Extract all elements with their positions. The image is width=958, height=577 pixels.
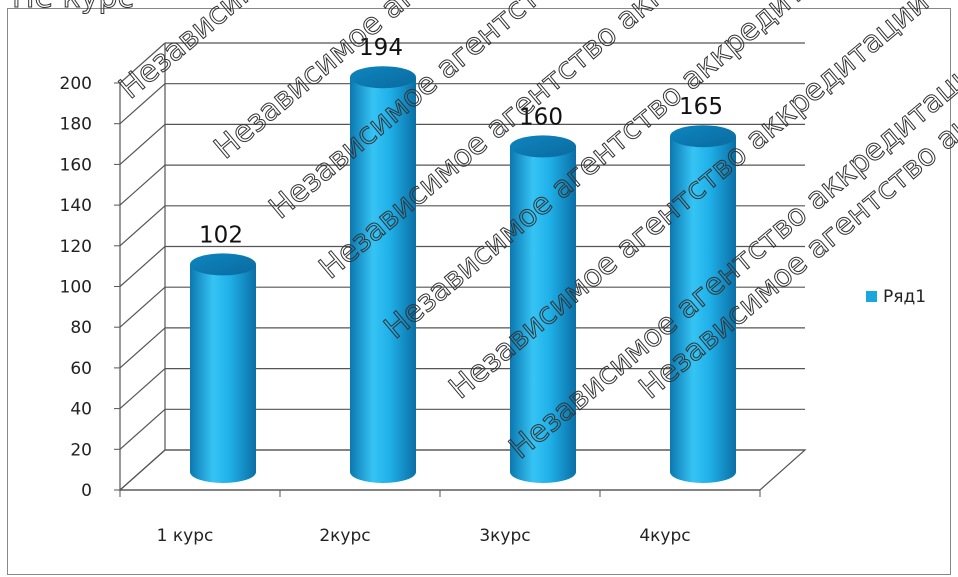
gridline-depth	[119, 246, 166, 287]
y-tick-label: 20	[70, 440, 92, 460]
y-tick-label: 80	[70, 318, 92, 338]
bar-top	[190, 253, 256, 276]
top-fragment: Не курс	[12, 0, 134, 15]
legend-swatch	[866, 291, 877, 302]
x-tick-label: 1 курс	[157, 526, 214, 546]
data-label: 102	[199, 222, 243, 248]
data-label: 160	[519, 104, 563, 130]
x-tick-label: 3курс	[479, 526, 530, 546]
y-tick-label: 180	[60, 115, 92, 135]
gridline-depth	[119, 408, 166, 450]
x-tick-label: 4курс	[639, 526, 690, 546]
watermark-text: Независимо	[113, 0, 281, 106]
legend-label: Ряд1	[883, 287, 926, 307]
gridline-depth	[119, 327, 166, 369]
gridline-depth	[119, 42, 166, 84]
bar-top	[350, 66, 416, 89]
y-tick-label: 200	[60, 74, 92, 94]
bar	[350, 66, 416, 484]
chart-border	[7, 8, 951, 575]
x-tick-label: 2курс	[319, 526, 370, 546]
legend: Ряд1	[866, 287, 926, 307]
data-label: 165	[679, 94, 723, 120]
gridline-depth	[119, 286, 166, 328]
y-tick-label: 100	[60, 278, 92, 298]
y-tick-label: 140	[60, 196, 92, 216]
y-tick-label: 60	[70, 359, 92, 379]
y-tick-label: 160	[60, 155, 92, 175]
bar	[510, 135, 576, 483]
y-tick-label: 0	[81, 481, 92, 501]
bar-body	[350, 77, 416, 484]
gridline-depth	[119, 205, 166, 247]
gridline-depth	[119, 123, 166, 165]
data-label: 194	[359, 35, 403, 61]
gridline-depth	[119, 368, 166, 410]
y-tick-label: 120	[60, 237, 92, 257]
bar-top	[510, 135, 576, 158]
gridline-depth	[119, 83, 166, 125]
bar-body	[670, 136, 736, 483]
bar	[670, 125, 736, 483]
bar-body	[190, 264, 256, 483]
bar-top	[670, 125, 736, 148]
y-tick-label: 40	[70, 400, 92, 420]
bar-body	[510, 146, 576, 483]
gridline-depth	[119, 164, 166, 206]
bar	[190, 253, 256, 483]
